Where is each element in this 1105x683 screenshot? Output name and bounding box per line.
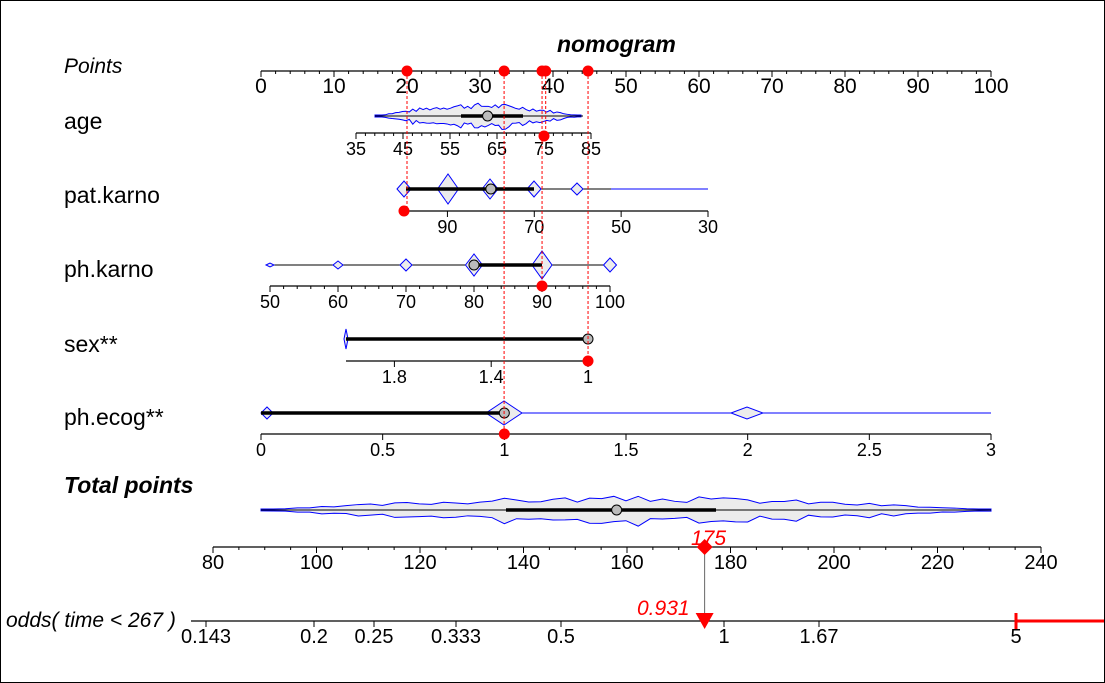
points-label: Points [64, 55, 123, 78]
pat-karno-axis-tick-label: 90 [437, 217, 457, 237]
odds-label: odds( time < 267 ) [6, 609, 176, 632]
ph-karno-density [602, 257, 618, 273]
points-axis-tick-label: 100 [973, 75, 1008, 98]
var-label-ph-ecog: ph.ecog** [64, 404, 164, 430]
points-axis-tick-label: 30 [468, 75, 491, 98]
ph-ecog-axis-tick-label: 2 [743, 440, 753, 460]
total-points-axis-tick-label: 240 [1024, 552, 1057, 574]
var-label-ph-karno: ph.karno [64, 256, 154, 282]
odds-axis-tick-label: 5 [1010, 626, 1021, 648]
odds-value: 0.931 [637, 597, 690, 620]
ph-ecog-axis-tick-label: 2.5 [857, 440, 882, 460]
odds-axis-tick-label: 0.5 [547, 626, 575, 648]
points-axis-tick-label: 0 [255, 75, 267, 98]
ph-karno-axis-tick-label: 60 [328, 292, 348, 312]
points-axis-tick-label: 50 [614, 75, 637, 98]
odds-marker [695, 613, 714, 629]
age-median-marker [482, 110, 494, 122]
total-points-axis-tick-label: 100 [300, 552, 333, 574]
total-points-axis-tick-label: 200 [817, 552, 850, 574]
ph-ecog-density [729, 406, 765, 420]
age-axis-tick-label: 45 [393, 139, 413, 159]
odds-axis-tick-label: 0.143 [181, 626, 231, 648]
ph-ecog-axis-tick-label: 0 [256, 440, 266, 460]
total-points-axis-tick-label: 220 [921, 552, 954, 574]
age-axis-tick-label: 75 [534, 139, 554, 159]
total-points-value: 175 [691, 527, 727, 550]
ph-ecog-axis-tick-label: 3 [986, 440, 996, 460]
points-axis-tick-label: 90 [906, 75, 929, 98]
ph-karno-axis-tick-label: 50 [260, 292, 280, 312]
var-label-sex: sex** [64, 331, 118, 357]
odds-axis-tick-label: 1.67 [800, 626, 839, 648]
sex-points-marker [582, 65, 594, 77]
odds-axis-tick-label: 0.25 [355, 626, 394, 648]
ph-ecog-axis-tick-label: 1 [499, 440, 509, 460]
ph-karno-density [264, 262, 276, 268]
points-axis-tick-label: 80 [833, 75, 856, 98]
ph-ecog-points-marker [498, 65, 510, 77]
sex-axis-tick-label: 1 [583, 367, 593, 387]
total-points-axis-tick-label: 80 [202, 552, 224, 574]
var-label-age: age [64, 108, 103, 134]
age-axis-tick-label: 65 [487, 139, 507, 159]
odds-axis-tick-label: 0.333 [431, 626, 481, 648]
points-axis-tick-label: 10 [322, 75, 345, 98]
total-points-axis-tick-label: 160 [610, 552, 643, 574]
var-label-pat-karno: pat.karno [64, 182, 160, 208]
points-axis-tick-label: 70 [760, 75, 783, 98]
points-axis-tick-label: 40 [541, 75, 564, 98]
age-axis-tick-label: 35 [346, 139, 366, 159]
pat-karno-axis-tick-label: 70 [524, 217, 544, 237]
ph-karno-axis-tick-label: 90 [532, 292, 552, 312]
ph-karno-axis-tick-label: 100 [595, 292, 625, 312]
ph-karno-points-marker [536, 65, 548, 77]
pat-karno-points-marker [401, 65, 413, 77]
pat-karno-density [570, 182, 584, 196]
ph-karno-density [399, 258, 413, 272]
chart-title: nomogram [557, 31, 676, 57]
sex-axis-tick-label: 1.8 [382, 367, 407, 387]
ph-ecog-axis-tick-label: 0.5 [370, 440, 395, 460]
total-points-axis-tick-label: 120 [403, 552, 436, 574]
pat-karno-axis-tick-label: 50 [611, 217, 631, 237]
odds-axis-tick-label: 0.2 [300, 626, 328, 648]
ph-karno-value-marker [536, 280, 548, 292]
points-axis-tick-label: 60 [687, 75, 710, 98]
age-axis-tick-label: 55 [440, 139, 460, 159]
ph-karno-median-marker [468, 259, 480, 271]
sex-value-marker [582, 355, 594, 367]
total-points-axis-tick-label: 140 [507, 552, 540, 574]
pat-karno-median-marker [485, 183, 497, 195]
sex-axis-tick-label: 1.4 [479, 367, 504, 387]
total-points-label: Total points [64, 472, 194, 498]
total-points-marker [696, 539, 713, 555]
ph-karno-axis-tick-label: 70 [396, 292, 416, 312]
total-points-median-marker [611, 504, 623, 516]
ph-ecog-axis-tick-label: 1.5 [613, 440, 638, 460]
pat-karno-axis-tick-label: 30 [698, 217, 718, 237]
ph-karno-density [332, 260, 344, 270]
total-points-axis-tick-label: 180 [714, 552, 747, 574]
ph-karno-axis-tick-label: 80 [464, 292, 484, 312]
age-axis-tick-label: 85 [581, 139, 601, 159]
pat-karno-value-marker [398, 205, 410, 217]
ph-ecog-value-marker [498, 428, 510, 440]
age-value-marker [538, 130, 550, 142]
odds-axis-tick-label: 1 [718, 626, 729, 648]
